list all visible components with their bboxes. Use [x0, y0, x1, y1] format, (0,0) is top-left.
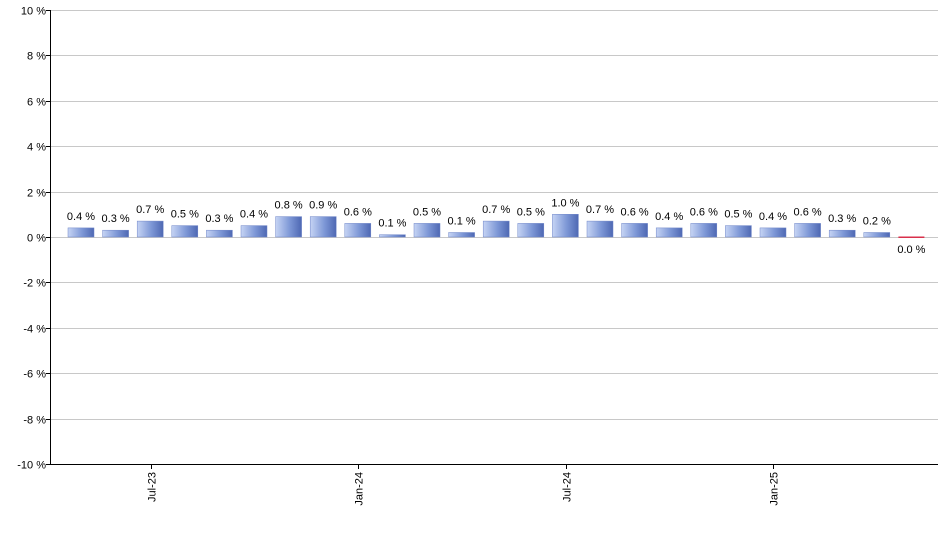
bar: [206, 229, 233, 238]
x-tick-label: Jul-24: [562, 472, 574, 502]
bar: [586, 220, 614, 238]
bar: [863, 232, 891, 238]
data-label: 0.5 %: [171, 209, 199, 221]
data-label: 0.4 %: [240, 209, 268, 221]
data-label: 0.8 %: [275, 200, 303, 212]
data-label: 0.4 %: [759, 211, 787, 223]
data-label: 0.6 %: [794, 206, 822, 218]
y-tick-label: 6 %: [27, 97, 46, 109]
data-label: 0.4 %: [655, 211, 683, 223]
data-label: 0.3 %: [205, 213, 233, 225]
data-label: 0.7 %: [136, 204, 164, 216]
bar: [690, 223, 718, 238]
bar: [379, 234, 406, 238]
data-label: 0.1 %: [448, 216, 476, 228]
data-label: 0.4 %: [67, 211, 95, 223]
bar: [828, 229, 856, 238]
data-label: 0.1 %: [378, 218, 406, 230]
data-label: 0.6 %: [344, 206, 372, 218]
x-tick-label: Jan-25: [769, 472, 781, 506]
data-label: 0.9 %: [309, 200, 337, 212]
y-tick-label: -4 %: [23, 324, 46, 336]
data-label: 0.6 %: [690, 206, 718, 218]
bar: [102, 229, 129, 238]
bar: [136, 220, 164, 238]
bar: [67, 227, 95, 238]
y-tick-label: -8 %: [23, 415, 46, 427]
bar: [725, 225, 752, 238]
data-label: 0.5 %: [517, 206, 545, 218]
bar: [552, 214, 579, 238]
data-label: 1.0 %: [551, 197, 579, 209]
y-tick-label: 10 %: [21, 6, 46, 18]
y-tick-label: -6 %: [23, 369, 46, 381]
bar: [482, 220, 510, 238]
data-label: 0.2 %: [863, 216, 891, 228]
bar: [275, 216, 302, 238]
y-tick-label: -10 %: [17, 460, 46, 472]
bar: [240, 225, 268, 238]
bar: [309, 216, 337, 238]
bar: [517, 223, 545, 238]
bar: [448, 232, 475, 238]
y-tick-label: 4 %: [27, 142, 46, 154]
y-tick-label: -2 %: [23, 278, 46, 290]
bar: [794, 223, 821, 238]
bar: [759, 227, 787, 238]
data-label: 0.3 %: [828, 213, 856, 225]
y-tick-label: 0 %: [27, 233, 46, 245]
bar: [898, 236, 925, 238]
bars: [67, 214, 925, 238]
y-tick-label: 8 %: [27, 51, 46, 63]
x-tick-label: Jan-24: [354, 472, 366, 506]
bar: [344, 223, 372, 238]
data-label: 0.7 %: [586, 204, 614, 216]
axes: 10 % 8 % 6 % 4 % 2 % 0 % -2 % -4 % -6 % -8 % -10 %…: [17, 6, 938, 506]
bar: [621, 223, 648, 238]
data-label: 0.0 %: [897, 244, 925, 256]
y-tick-label: 2 %: [27, 188, 46, 200]
data-label: 0.5 %: [724, 209, 752, 221]
bar: [413, 223, 441, 238]
bar: [171, 225, 199, 238]
data-label: 0.3 %: [102, 213, 130, 225]
data-label: 0.7 %: [482, 204, 510, 216]
data-label: 0.5 %: [413, 206, 441, 218]
data-label: 0.6 %: [621, 206, 649, 218]
data-labels: 0.4 % 0.3 % 0.7 % 0.5 % 0.3 % 0.4 % 0.8 % 0.9 %…: [67, 197, 926, 256]
bar: [655, 227, 683, 238]
x-tick-label: Jul-23: [147, 472, 159, 502]
gridlines: [50, 10, 938, 420]
